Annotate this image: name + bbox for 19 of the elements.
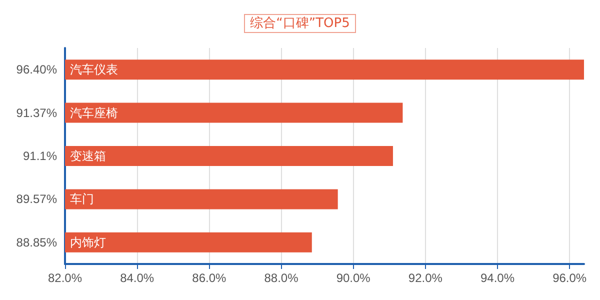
- data-label: 91.1%: [22, 149, 58, 163]
- x-tick-label: 88.0%: [264, 271, 299, 285]
- y-tick-label: 内饰灯: [70, 235, 106, 250]
- x-tick-label: 86.0%: [192, 271, 227, 285]
- x-tick-label: 90.0%: [336, 271, 371, 285]
- data-label: 91.37%: [16, 106, 58, 120]
- y-tick-label: 汽车仪表: [70, 62, 118, 77]
- y-tick-label: 变速箱: [70, 149, 106, 163]
- data-label: 96.40%: [16, 62, 58, 77]
- x-tick-label: 92.0%: [408, 271, 443, 285]
- x-tick-label: 94.0%: [480, 271, 515, 285]
- y-tick-label: 汽车座椅: [70, 106, 118, 120]
- x-tick-label: 84.0%: [120, 271, 154, 285]
- data-label: 88.85%: [16, 235, 58, 250]
- x-tick-label: 82.0%: [48, 271, 82, 285]
- chart-title: 综合“口碑”TOP5: [250, 16, 350, 31]
- data-label: 89.57%: [16, 192, 58, 206]
- y-tick-label: 车门: [70, 192, 94, 206]
- x-tick-label: 96.0%: [552, 271, 587, 285]
